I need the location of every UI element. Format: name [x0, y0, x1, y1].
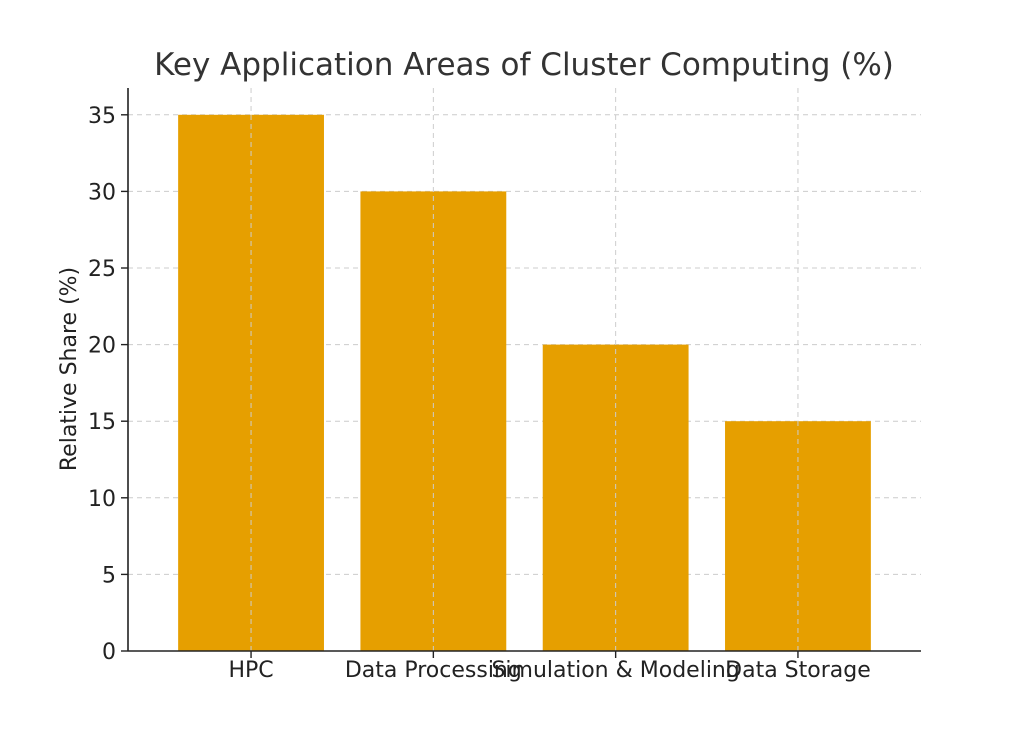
- y-tick-label: 35: [88, 104, 116, 129]
- y-tick-label: 30: [88, 180, 116, 205]
- y-tick-label: 20: [88, 334, 116, 359]
- y-axis-label: Relative Share (%): [57, 267, 82, 471]
- y-ticks: 0 5 10 15 20 25 30 35: [88, 104, 128, 665]
- x-tick-label: HPC: [228, 658, 273, 683]
- bars: [178, 114, 871, 652]
- x-tick-label: Data Storage: [725, 658, 871, 683]
- y-tick-label: 15: [88, 410, 116, 435]
- bar: [725, 421, 871, 651]
- x-tick-label: Data Processing: [345, 658, 522, 683]
- bar: [178, 114, 324, 652]
- chart-title: Key Application Areas of Cluster Computi…: [154, 47, 894, 83]
- y-tick-label: 0: [102, 640, 116, 665]
- y-tick-label: 5: [102, 563, 116, 588]
- axes: [127, 88, 921, 652]
- x-grid-lines: [250, 88, 799, 651]
- y-tick-label: 25: [88, 257, 116, 282]
- y-tick-label: 10: [88, 487, 116, 512]
- x-tick-label: Simulation & Modeling: [491, 658, 739, 683]
